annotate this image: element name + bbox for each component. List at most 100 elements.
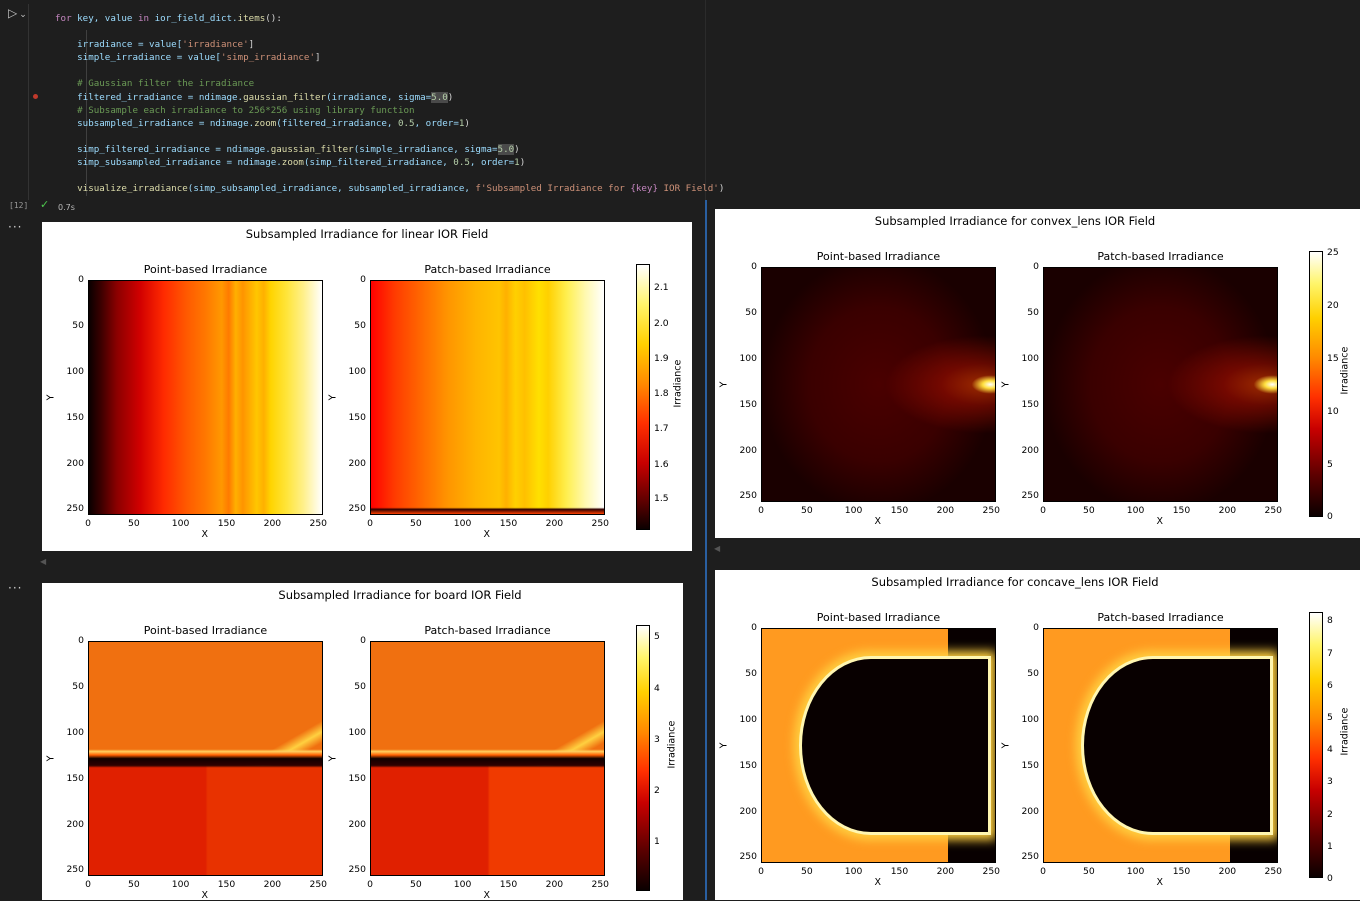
run-cell-button[interactable]: ▷ ⌄ bbox=[8, 6, 27, 20]
y-tick-label: 200 bbox=[66, 457, 84, 469]
y-tick-label: 50 bbox=[72, 680, 84, 692]
y-tick-label: 250 bbox=[66, 864, 84, 876]
point-heatmap bbox=[88, 280, 323, 515]
chevron-down-icon[interactable]: ⌄ bbox=[19, 10, 27, 20]
output-menu-button[interactable]: ··· bbox=[8, 581, 23, 595]
colorbar bbox=[1309, 612, 1323, 878]
code-editor[interactable]: for key, value in ior_field_dict.items()… bbox=[28, 4, 724, 200]
y-tick-label: 100 bbox=[1021, 713, 1039, 725]
figure-title: Subsampled Irradiance for concave_lens I… bbox=[871, 575, 1159, 589]
cbar-tick: 5 bbox=[654, 631, 660, 642]
execution-count: [12] bbox=[9, 201, 29, 210]
execution-time: 0.7s bbox=[58, 203, 75, 212]
cbar-tick: 2 bbox=[654, 785, 660, 796]
y-tick-label: 0 bbox=[360, 274, 366, 285]
cbar-tick: 5 bbox=[1327, 712, 1333, 723]
point-heatmap bbox=[88, 641, 323, 876]
scroll-left-icon[interactable]: ◀ bbox=[40, 557, 47, 566]
y-tick-label: 200 bbox=[1021, 444, 1039, 456]
y-tick-label: 150 bbox=[66, 411, 84, 423]
x-tick-label: 0 bbox=[367, 879, 373, 890]
output-menu-button[interactable]: ··· bbox=[8, 220, 23, 234]
x-tick-label: 150 bbox=[1172, 505, 1191, 516]
y-tick-label: 150 bbox=[739, 398, 757, 410]
x-tick-label: 100 bbox=[844, 505, 863, 516]
y-tick-label: 100 bbox=[66, 726, 84, 738]
y-tick-label: 200 bbox=[739, 805, 757, 817]
check-icon: ✓ bbox=[40, 198, 50, 211]
x-tick-label: 50 bbox=[128, 879, 140, 890]
colorbar-label: Irradiance bbox=[1339, 346, 1351, 395]
y-axis-label: Y bbox=[1000, 381, 1012, 387]
figure-title: Subsampled Irradiance for convex_lens IO… bbox=[874, 214, 1156, 228]
play-icon[interactable]: ▷ bbox=[8, 6, 18, 20]
x-tick-label: 0 bbox=[1040, 505, 1046, 516]
cbar-tick: 7 bbox=[1327, 648, 1333, 659]
cbar-tick: 2.0 bbox=[654, 318, 669, 329]
y-tick-label: 100 bbox=[739, 352, 757, 364]
y-tick-label: 200 bbox=[739, 444, 757, 456]
y-tick-label: 0 bbox=[1033, 261, 1039, 272]
patch-heatmap bbox=[1043, 628, 1278, 863]
cbar-tick: 20 bbox=[1327, 300, 1339, 311]
point-axes-title: Point-based Irradiance bbox=[816, 611, 941, 624]
y-tick-label: 100 bbox=[1021, 352, 1039, 364]
y-tick-label: 250 bbox=[739, 490, 757, 502]
x-tick-label: 50 bbox=[1083, 505, 1095, 516]
cbar-tick: 10 bbox=[1327, 406, 1339, 417]
y-tick-label: 150 bbox=[348, 411, 366, 423]
cbar-tick: 15 bbox=[1327, 353, 1339, 364]
x-tick-label: 200 bbox=[1218, 505, 1237, 516]
code-text[interactable]: for key, value in ior_field_dict.items()… bbox=[55, 13, 725, 195]
x-tick-label: 250 bbox=[591, 879, 610, 890]
cbar-tick: 1.7 bbox=[654, 423, 669, 434]
y-tick-label: 100 bbox=[348, 365, 366, 377]
cbar-tick: 1.9 bbox=[654, 353, 669, 364]
cbar-tick: 1 bbox=[654, 836, 660, 847]
figure-board: Subsampled Irradiance for board IOR Fiel… bbox=[42, 583, 683, 901]
y-tick-label: 250 bbox=[66, 503, 84, 515]
cbar-tick: 6 bbox=[1327, 680, 1333, 691]
x-tick-label: 250 bbox=[309, 879, 328, 890]
x-tick-label: 200 bbox=[545, 879, 564, 890]
y-tick-label: 150 bbox=[66, 772, 84, 784]
indent-guide bbox=[86, 30, 87, 196]
y-tick-label: 150 bbox=[1021, 759, 1039, 771]
y-tick-label: 50 bbox=[745, 306, 757, 318]
scroll-left-icon[interactable]: ◀ bbox=[714, 544, 721, 553]
x-tick-label: 100 bbox=[1126, 866, 1145, 877]
x-tick-label: 100 bbox=[453, 518, 472, 529]
cbar-tick: 2 bbox=[1327, 809, 1333, 820]
x-axis-label: X bbox=[201, 890, 209, 901]
code-cell[interactable]: ▷ ⌄ for key, value in ior_field_dict.item… bbox=[0, 0, 724, 215]
point-heatmap bbox=[761, 628, 996, 863]
y-tick-label: 200 bbox=[348, 818, 366, 830]
x-tick-label: 200 bbox=[1218, 866, 1237, 877]
patch-heatmap bbox=[370, 641, 605, 876]
y-tick-label: 200 bbox=[348, 457, 366, 469]
output-divider bbox=[705, 200, 707, 900]
cbar-tick: 2.1 bbox=[654, 282, 669, 293]
patch-axes-title: Patch-based Irradiance bbox=[424, 263, 551, 276]
x-tick-label: 0 bbox=[367, 518, 373, 529]
x-tick-label: 0 bbox=[1040, 866, 1046, 877]
y-tick-label: 250 bbox=[348, 864, 366, 876]
y-tick-label: 250 bbox=[1021, 490, 1039, 502]
x-tick-label: 200 bbox=[936, 505, 955, 516]
y-tick-label: 150 bbox=[1021, 398, 1039, 410]
y-tick-label: 150 bbox=[739, 759, 757, 771]
x-tick-label: 150 bbox=[217, 518, 236, 529]
cbar-tick: 4 bbox=[1327, 744, 1333, 755]
x-tick-label: 250 bbox=[982, 866, 1001, 877]
x-tick-label: 150 bbox=[499, 518, 518, 529]
x-tick-label: 150 bbox=[1172, 866, 1191, 877]
figure-linear: Subsampled Irradiance for linear IOR Fie… bbox=[42, 222, 692, 551]
x-axis-label: X bbox=[1156, 516, 1164, 527]
y-axis-label: Y bbox=[1000, 742, 1012, 748]
cbar-tick: 1.8 bbox=[654, 388, 669, 399]
point-axes-title: Point-based Irradiance bbox=[816, 250, 941, 263]
x-axis-label: X bbox=[201, 529, 209, 540]
breakpoint-icon[interactable] bbox=[33, 94, 38, 99]
x-tick-label: 150 bbox=[499, 879, 518, 890]
x-axis-label: X bbox=[1156, 877, 1164, 888]
